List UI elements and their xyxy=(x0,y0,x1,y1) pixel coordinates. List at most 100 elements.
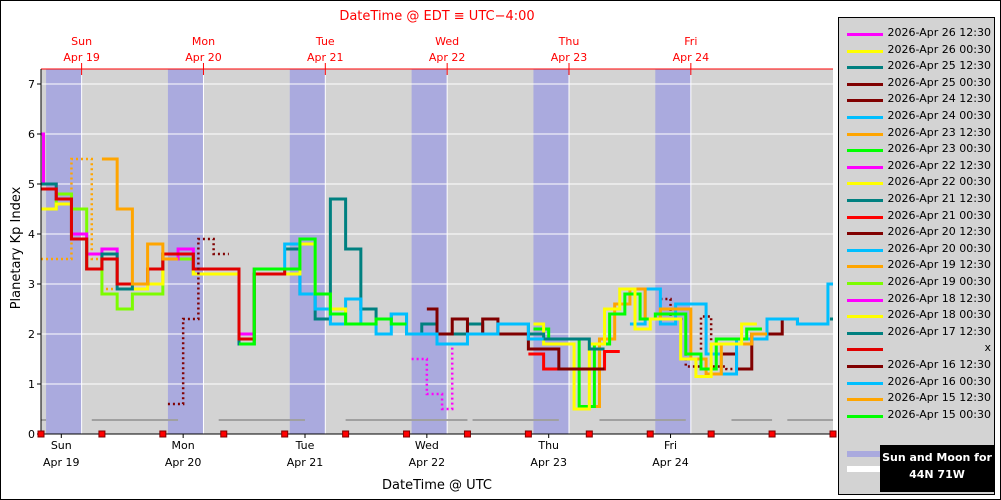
top-tick-day: Thu xyxy=(558,35,580,48)
y-tick-label: 3 xyxy=(28,278,35,291)
bottom-tick-marker xyxy=(220,430,228,438)
legend-label: 2026-Apr 26 00:30 xyxy=(887,42,991,56)
legend-swatch xyxy=(847,82,883,86)
legend-label: 2026-Apr 24 12:30 xyxy=(887,92,991,106)
legend-swatch xyxy=(847,132,883,136)
y-tick-label: 0 xyxy=(28,428,35,441)
legend-label: 2026-Apr 25 12:30 xyxy=(887,59,991,73)
legend-label: 2026-Apr 24 00:30 xyxy=(887,109,991,122)
legend-label: 2026-Apr 15 00:30 xyxy=(887,407,991,421)
legend-entry: 2026-Apr 18 00:30 xyxy=(847,308,993,324)
series-line xyxy=(239,237,407,346)
legend-entry: 2026-Apr 26 12:30 xyxy=(847,26,993,42)
night-band xyxy=(289,69,326,434)
legend-label: 2026-Apr 16 00:30 xyxy=(887,374,991,388)
top-tick-date: Apr 21 xyxy=(307,51,344,64)
legend-swatch xyxy=(847,398,883,402)
grid-lines xyxy=(41,69,833,434)
top-tick-date: Apr 22 xyxy=(429,51,466,64)
legend-entry: 2026-Apr 24 12:30 xyxy=(847,92,993,108)
bottom-tick-day: Thu xyxy=(537,439,559,452)
top-tick-date: Apr 24 xyxy=(673,51,710,64)
bottom-tick-marker xyxy=(159,430,167,438)
legend-swatch xyxy=(847,232,883,236)
legend-entry: 2026-Apr 15 00:30 xyxy=(847,408,993,424)
moon-bars xyxy=(41,419,833,421)
legend-entry: 2026-Apr 25 00:30 xyxy=(847,76,993,92)
bottom-ticks: Sun Apr 19 Mon Apr 20 Tue Apr 21 Wed Apr 22 Thu A… xyxy=(37,430,837,469)
bottom-tick-date: Apr 21 xyxy=(287,456,324,469)
legend-label: 2026-Apr 22 00:30 xyxy=(887,175,991,189)
legend-entry: 2026-Apr 21 12:30 xyxy=(847,192,993,208)
sunmoon-line1: Sun and Moon for xyxy=(882,451,992,464)
legend-swatch xyxy=(847,331,883,335)
legend-swatch xyxy=(847,348,883,352)
legend-label: 2026-Apr 22 12:30 xyxy=(887,158,991,172)
legend-entry: 2026-Apr 22 12:30 xyxy=(847,159,993,175)
legend-entry: 2026-Apr 26 00:30 xyxy=(847,43,993,59)
top-tick-day: Sun xyxy=(71,35,92,48)
legend-swatch xyxy=(847,215,883,219)
moon-bar xyxy=(218,419,305,421)
bottom-tick-marker xyxy=(98,430,106,438)
bottom-tick-marker xyxy=(463,430,471,438)
legend-entry: 2026-Apr 23 12:30 xyxy=(847,126,993,142)
series-line xyxy=(101,157,179,286)
sunmoon-line2: 44N 71W xyxy=(909,468,965,481)
legend-entry: 2026-Apr 18 12:30 xyxy=(847,292,993,308)
legend-entry: 2026-Apr 22 00:30 xyxy=(847,175,993,191)
top-tick-date: Apr 23 xyxy=(551,51,588,64)
legend-label: 2026-Apr 17 12:30 xyxy=(887,324,991,338)
legend-entry: 2026-Apr 21 00:30 xyxy=(847,209,993,225)
bottom-tick-marker xyxy=(342,430,350,438)
legend-label: 2026-Apr 26 12:30 xyxy=(887,26,991,39)
legend-label: 2026-Apr 25 00:30 xyxy=(887,75,991,89)
legend-label: 2026-Apr 18 12:30 xyxy=(887,291,991,305)
legend-entry: 2026-Apr 16 00:30 xyxy=(847,375,993,391)
legend-label: 2026-Apr 21 00:30 xyxy=(887,208,991,222)
legend-swatch xyxy=(847,381,883,385)
bottom-tick-marker xyxy=(646,430,654,438)
moon-bar xyxy=(91,419,179,421)
legend: 2026-Apr 26 12:30 2026-Apr 26 00:30 2026-A… xyxy=(838,17,995,426)
series-line xyxy=(426,307,605,371)
legend-entry: x xyxy=(847,341,993,357)
legend-entry: 2026-Apr 19 12:30 xyxy=(847,258,993,274)
moon-bar xyxy=(41,419,47,421)
legend-label: x xyxy=(984,341,991,355)
legend-swatch xyxy=(847,282,883,285)
legend-label: 2026-Apr 19 12:30 xyxy=(887,258,991,272)
bottom-tick-date: Apr 19 xyxy=(43,456,80,469)
legend-entry: 2026-Apr 20 00:30 xyxy=(847,242,993,258)
legend-swatch xyxy=(847,116,883,119)
night-band xyxy=(411,69,448,434)
legend-swatch xyxy=(847,33,883,36)
sun-moon-location-box: Sun and Moon for 44N 71W xyxy=(880,445,994,492)
bottom-tick-day: Wed xyxy=(415,439,439,452)
legend-entry: 2026-Apr 19 00:30 xyxy=(847,275,993,291)
night-band xyxy=(655,69,691,434)
legend-label: 2026-Apr 16 12:30 xyxy=(887,358,991,371)
legend-entry: 2026-Apr 15 12:30 xyxy=(847,391,993,407)
y-tick-label: 1 xyxy=(28,378,35,391)
legend-entry: 2026-Apr 25 12:30 xyxy=(847,59,993,75)
bottom-tick-date: Apr 23 xyxy=(530,456,567,469)
series-line xyxy=(660,297,742,371)
series-line xyxy=(274,242,544,346)
moon-bar xyxy=(731,419,773,421)
bottom-tick-day: Mon xyxy=(172,439,195,452)
night-bands xyxy=(46,69,691,434)
bottom-tick-day: Fri xyxy=(664,439,677,452)
moon-bar xyxy=(787,419,833,421)
series-line xyxy=(411,342,468,411)
series-line xyxy=(533,292,762,408)
y-ticks: 0 1 2 3 4 5 6 7 xyxy=(28,78,41,441)
y-tick-label: 6 xyxy=(28,128,35,141)
bottom-tick-date: Apr 22 xyxy=(409,456,446,469)
bottom-tick-marker xyxy=(403,430,411,438)
moon-bar-swatch xyxy=(847,466,883,472)
bottom-tick-day: Tue xyxy=(295,439,315,452)
series-lines xyxy=(41,132,833,411)
bottom-tick-day: Sun xyxy=(51,439,72,452)
bottom-tick-marker xyxy=(707,430,715,438)
